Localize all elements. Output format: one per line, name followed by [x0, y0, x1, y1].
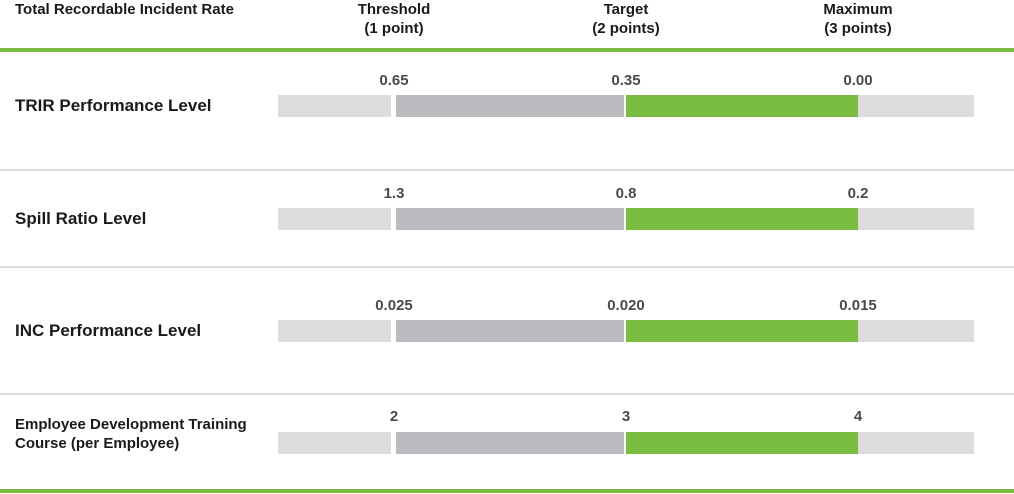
bar-beyond-maximum: [858, 432, 974, 454]
bar-below-threshold: [278, 320, 391, 342]
tick-maximum: 0.2: [847, 185, 869, 202]
bar-target-to-maximum: [626, 432, 858, 454]
bar-beyond-maximum: [858, 320, 974, 342]
row-label-trir: TRIR Performance Level: [15, 96, 212, 115]
bar-below-threshold: [278, 95, 391, 117]
tick-threshold: 0.025: [375, 297, 413, 314]
tick-maximum: 4: [853, 408, 863, 425]
row-divider: [0, 393, 1014, 395]
tick-threshold: 0.65: [379, 72, 409, 89]
header-rule: [0, 48, 1014, 52]
tick-maximum: 0.00: [843, 72, 873, 89]
bar-threshold-to-target: [396, 95, 624, 117]
tick-target: 0.35: [611, 72, 641, 89]
row-label-inc: INC Performance Level: [15, 321, 202, 340]
bar-threshold-to-target: [396, 320, 624, 342]
bar-threshold-to-target: [396, 208, 624, 230]
column-name: Maximum: [823, 1, 893, 18]
tick-threshold: 1.3: [383, 185, 405, 202]
column-points: (2 points): [592, 20, 660, 37]
column-name: Target: [603, 1, 649, 18]
tick-threshold: 2: [389, 408, 399, 425]
column-header-maximum: Maximum (3 points): [758, 0, 958, 38]
bar-target-to-maximum: [626, 95, 858, 117]
row-divider: [0, 169, 1014, 171]
tick-target: 3: [621, 408, 631, 425]
column-header-threshold: Threshold (1 point): [294, 0, 494, 38]
column-points: (3 points): [824, 20, 892, 37]
tick-target: 0.8: [615, 185, 637, 202]
column-header-target: Target (2 points): [526, 0, 726, 38]
column-name: Threshold: [357, 1, 431, 18]
row-label-training: Employee Development Training Course (pe…: [15, 416, 247, 452]
bar-beyond-maximum: [858, 208, 974, 230]
bar-threshold-to-target: [396, 432, 624, 454]
footer-rule: [0, 489, 1014, 493]
tick-target: 0.020: [607, 297, 645, 314]
bar-target-to-maximum: [626, 320, 858, 342]
bar-below-threshold: [278, 432, 391, 454]
bar-beyond-maximum: [858, 95, 974, 117]
metric-title: Total Recordable Incident Rate: [15, 1, 234, 18]
bar-below-threshold: [278, 208, 391, 230]
tick-maximum: 0.015: [839, 297, 877, 314]
column-points: (1 point): [364, 20, 424, 37]
row-divider: [0, 266, 1014, 268]
bar-target-to-maximum: [626, 208, 858, 230]
row-label-spill-ratio: Spill Ratio Level: [15, 209, 147, 228]
